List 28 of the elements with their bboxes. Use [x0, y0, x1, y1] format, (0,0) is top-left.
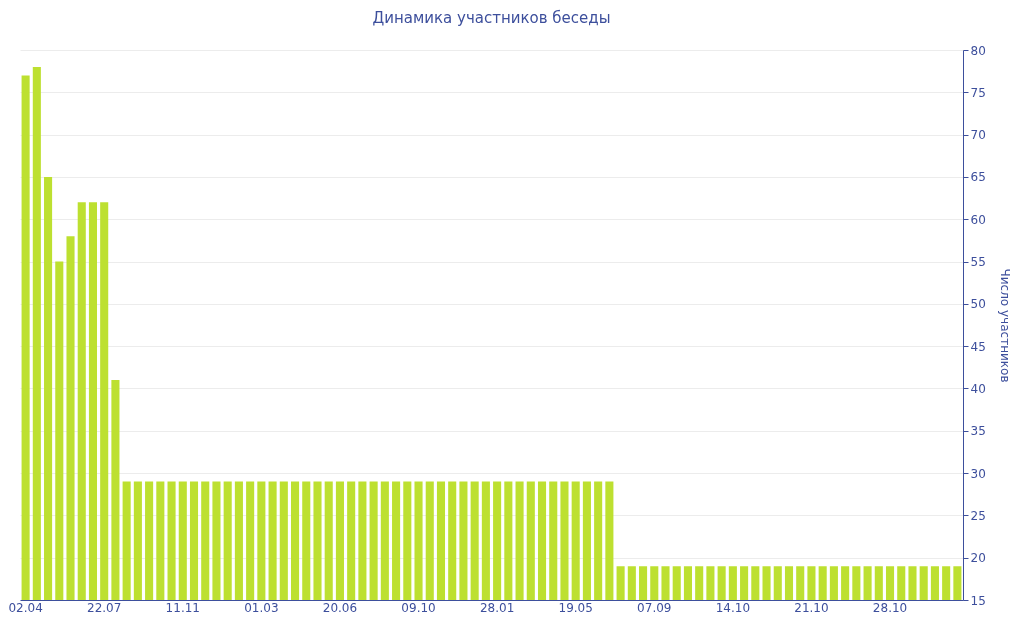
y-tick-label: 75 — [970, 85, 986, 100]
x-tick-label: 14.10 — [715, 600, 751, 615]
y-tick-label: 20 — [970, 551, 986, 566]
x-tick-label: 07.09 — [637, 600, 672, 615]
y-tick-label: 30 — [970, 466, 986, 481]
y-tick-label: 45 — [970, 339, 986, 354]
x-tick-label: 09.10 — [401, 600, 436, 615]
x-tick-label: 02.04 — [8, 600, 43, 615]
y-tick-label: 60 — [970, 212, 986, 227]
x-tick-label: 28.01 — [479, 600, 515, 615]
y-axis-title: Число участников — [997, 268, 1012, 383]
y-tick-label: 70 — [970, 128, 986, 143]
x-tick-label: 01.03 — [244, 600, 279, 615]
x-tick-label: 21.10 — [794, 600, 829, 615]
x-tick-label: 19.05 — [558, 600, 593, 615]
y-tick-label: 65 — [970, 170, 986, 185]
y-tick-label: 25 — [970, 508, 986, 523]
y-tick-label: 35 — [970, 424, 986, 439]
y-tick-label: 15 — [970, 593, 986, 608]
y-tick-label: 55 — [970, 255, 986, 270]
chart-title: Динамика участников беседы — [372, 9, 611, 27]
x-tick-label: 11.11 — [165, 600, 200, 615]
x-tick-label: 20.06 — [322, 600, 358, 615]
y-tick-label: 50 — [970, 297, 986, 312]
y-tick-label: 80 — [970, 43, 986, 58]
x-tick-label: 22.07 — [87, 600, 122, 615]
x-tick-label: 28.10 — [872, 600, 908, 615]
y-tick-label: 40 — [970, 381, 986, 396]
